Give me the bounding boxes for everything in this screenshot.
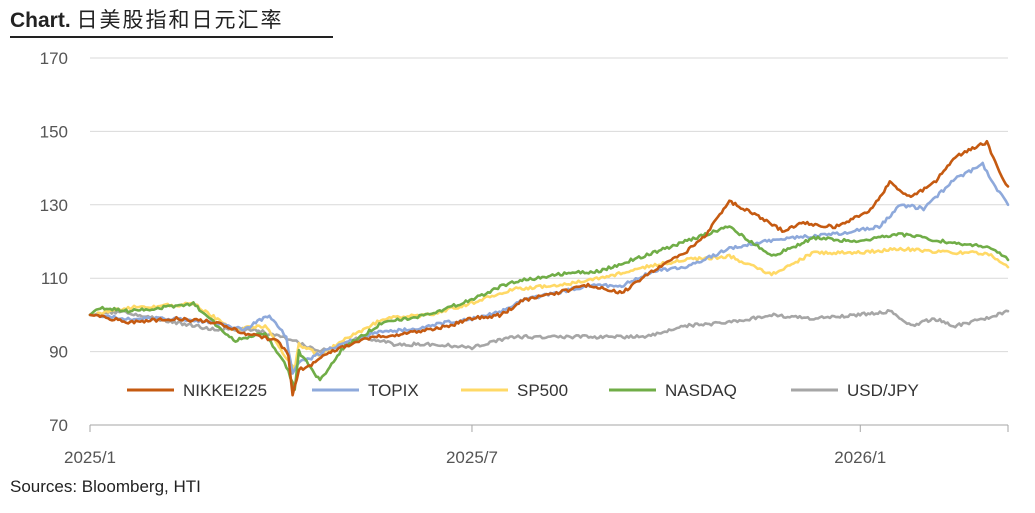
y-tick-label: 170 (40, 49, 68, 68)
series-line-topix (88, 161, 1010, 375)
y-tick-label: 110 (41, 269, 68, 288)
series-line-usd-jpy (88, 309, 1010, 354)
x-tick-label: 2025/7 (446, 448, 498, 467)
series-line-nikkei225 (88, 139, 1010, 397)
x-tick-label: 2025/1 (64, 448, 116, 467)
chart-title-text: 日美股指和日元汇率 (76, 8, 284, 32)
y-tick-label: 90 (49, 343, 68, 362)
y-tick-label: 130 (40, 196, 68, 215)
chart-label: Chart. (10, 9, 71, 32)
y-tick-label: 150 (40, 122, 68, 141)
x-axis: 2025/1 2025/7 2026/1 (64, 424, 1009, 467)
legend-label: NIKKEI225 (183, 381, 267, 400)
gridlines (90, 57, 1008, 353)
series-line-nasdaq (88, 225, 1010, 391)
legend-label: TOPIX (368, 381, 419, 400)
y-tick-label: 70 (49, 416, 68, 435)
legend-label: USD/JPY (847, 381, 919, 400)
x-tick-label: 2026/1 (834, 448, 886, 467)
title-underline (10, 36, 333, 38)
source-note: Sources: Bloomberg, HTI (10, 477, 201, 496)
legend-label: NASDAQ (665, 381, 737, 400)
chart-title: Chart. 日美股指和日元汇率 (10, 6, 284, 35)
y-axis-ticks: 70 90 110 130 150 170 (40, 49, 68, 435)
legend: NIKKEI225 TOPIX SP500 NASDAQ USD/JPY (127, 381, 919, 400)
series-lines (88, 139, 1010, 397)
legend-label: SP500 (517, 381, 568, 400)
